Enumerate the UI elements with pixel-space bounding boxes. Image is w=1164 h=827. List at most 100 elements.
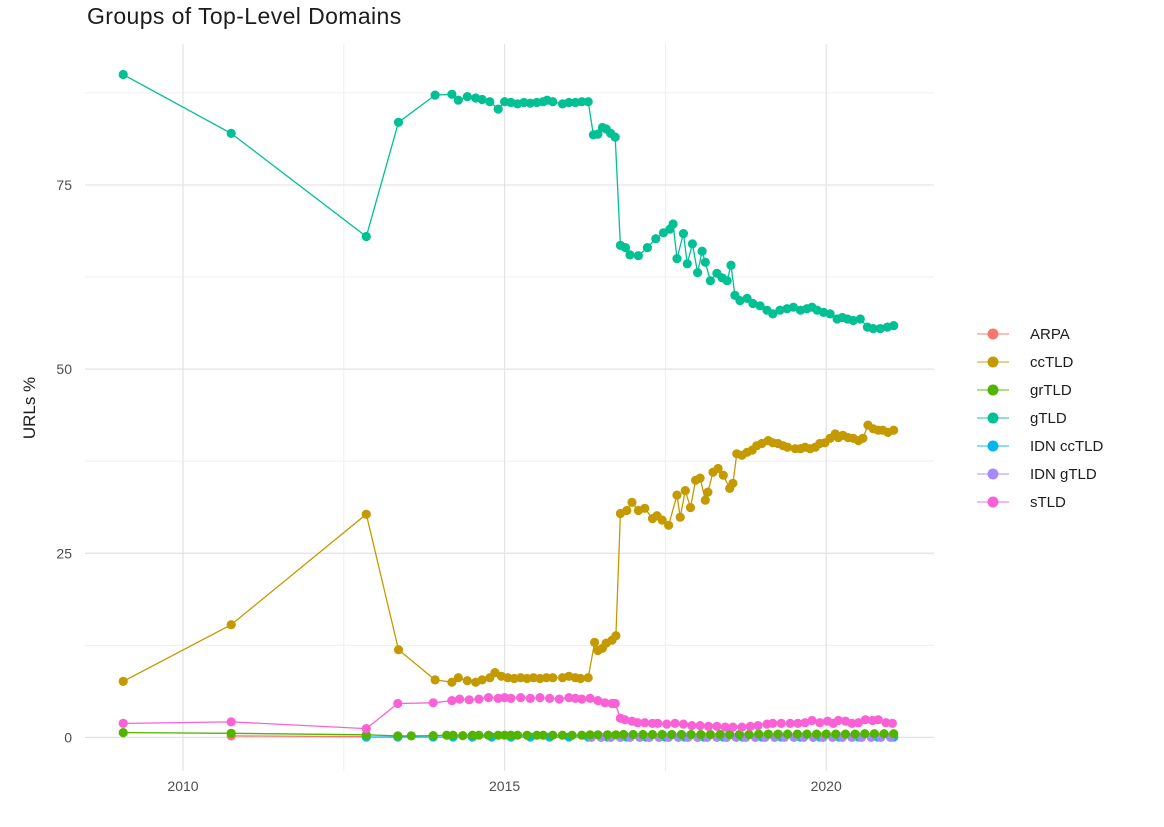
gtld-data-point xyxy=(583,97,593,107)
stld-data-point xyxy=(737,722,747,732)
cctld-data-point xyxy=(361,509,371,519)
stld-data-point xyxy=(745,721,755,732)
legend-label: IDN gTLD xyxy=(1030,465,1097,483)
grtld-data-point xyxy=(512,730,523,740)
gtld-data-point xyxy=(825,309,835,319)
series-points-stld xyxy=(118,693,898,734)
legend: ARPA ccTLD grTLD gTLD IDN ccTLD IDN gTLD sTLD xyxy=(976,320,1103,516)
legend-label: sTLD xyxy=(1030,493,1066,511)
stld-data-point xyxy=(776,718,786,729)
cctld-data-point xyxy=(583,673,593,683)
grtld-data-point xyxy=(226,728,236,738)
stld-data-point xyxy=(720,722,730,732)
grtld-data-point xyxy=(792,729,802,739)
series-points-gtld xyxy=(118,69,899,334)
grtld-data-point xyxy=(763,729,773,739)
grtld-data-point xyxy=(657,729,667,740)
stld-data-point xyxy=(474,694,484,704)
grtld-data-point xyxy=(676,729,687,740)
stld-data-point xyxy=(447,696,457,706)
stld-data-point xyxy=(670,718,680,729)
gtld-data-point xyxy=(855,314,865,324)
y-tick-label: 0 xyxy=(64,729,72,745)
gtld-data-point xyxy=(889,321,899,331)
stld-data-point xyxy=(620,715,630,725)
legend-key-grtld-icon xyxy=(977,384,1009,396)
grtld-data-point xyxy=(458,731,468,741)
cctld-data-point xyxy=(477,675,487,685)
gtld-data-point xyxy=(577,97,587,107)
legend-key-idn-cctld-icon xyxy=(977,440,1009,452)
cctld-data-point xyxy=(664,520,674,530)
grtld-data-point xyxy=(821,729,831,739)
cctld-data-point xyxy=(627,497,637,507)
grtld-data-point xyxy=(628,729,638,740)
gtld-data-point xyxy=(672,254,682,264)
gtld-data-point xyxy=(485,97,495,107)
legend-item-cctld: ccTLD xyxy=(976,348,1103,376)
cctld-data-point xyxy=(393,645,404,655)
gtld-data-point xyxy=(633,251,644,261)
cctld-data-point xyxy=(728,478,738,488)
stld-data-point xyxy=(226,717,236,727)
stld-data-point xyxy=(516,693,526,703)
legend-item-arpa: ARPA xyxy=(976,320,1103,348)
cctld-data-point xyxy=(695,473,705,483)
cctld-data-point xyxy=(590,637,600,648)
legend-item-stld: sTLD xyxy=(976,488,1103,516)
cctld-data-point xyxy=(462,676,472,686)
cctld-data-point xyxy=(548,673,558,683)
cctld-data-point xyxy=(447,677,457,687)
grtld-data-point xyxy=(506,730,516,740)
grtld-data-point xyxy=(773,729,783,739)
gtld-data-point xyxy=(755,301,765,311)
legend-label: grTLD xyxy=(1030,381,1072,399)
cctld-data-point xyxy=(675,512,685,522)
stld-data-point xyxy=(506,693,516,704)
x-tick-label: 2015 xyxy=(489,778,520,794)
grtld-data-point xyxy=(638,729,648,740)
cctld-data-point xyxy=(611,631,621,641)
grtld-data-point xyxy=(667,729,677,740)
stld-data-point xyxy=(585,693,595,704)
cctld-data-point xyxy=(783,442,793,452)
stld-data-point xyxy=(393,698,403,709)
stld-data-point xyxy=(793,718,803,729)
grtld-data-point xyxy=(493,730,503,740)
gtld-data-point xyxy=(726,260,736,270)
gtld-data-point xyxy=(430,90,440,100)
legend-item-idn-gtld: IDN gTLD xyxy=(976,460,1103,488)
cctld-data-point xyxy=(430,675,440,685)
stld-data-point xyxy=(678,719,689,729)
gtld-data-point xyxy=(361,231,371,242)
grtld-data-point xyxy=(393,731,403,741)
grtld-data-point xyxy=(538,730,548,740)
cctld-data-point xyxy=(889,425,899,435)
cctld-data-point xyxy=(858,433,868,443)
stld-data-point xyxy=(753,721,763,731)
grtld-data-point xyxy=(696,729,706,740)
stld-data-point xyxy=(464,695,474,705)
grtld-data-point xyxy=(467,730,477,740)
grtld-data-point xyxy=(802,729,812,739)
stld-data-point xyxy=(554,694,564,704)
cctld-data-point xyxy=(541,673,552,683)
grtld-data-point xyxy=(715,729,725,740)
grtld-data-point xyxy=(611,730,621,740)
gtld-data-point xyxy=(625,250,635,260)
gtld-data-point xyxy=(775,305,785,315)
gtld-data-point xyxy=(788,302,799,312)
grtld-data-point xyxy=(428,731,438,741)
gtld-data-point xyxy=(393,117,404,127)
grtld-data-point xyxy=(118,728,128,738)
axis-tick-labels: 0 25 50 75 2010 2015 2020 xyxy=(56,177,842,794)
grtld-data-point xyxy=(442,730,452,740)
grtld-data-point xyxy=(686,729,696,740)
stld-data-point xyxy=(853,718,864,728)
stld-data-point xyxy=(662,719,672,729)
stld-data-point xyxy=(785,718,795,729)
gtld-data-point xyxy=(868,324,878,334)
legend-key-gtld-icon xyxy=(977,412,1009,424)
